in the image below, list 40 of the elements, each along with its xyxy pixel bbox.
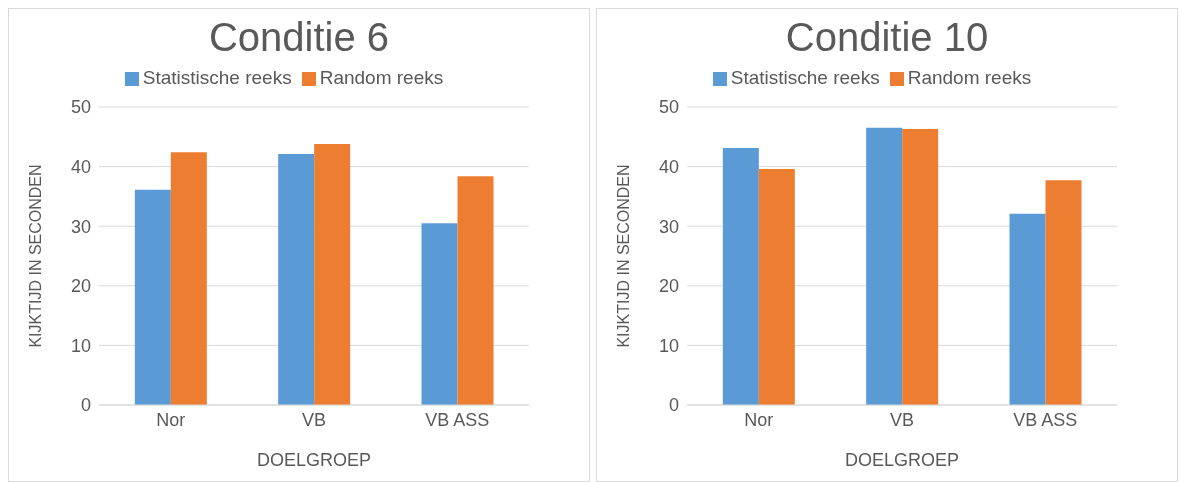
- bar: [314, 143, 351, 405]
- x-tick-label: VB ASS: [425, 409, 490, 430]
- y-tick-label: 0: [80, 395, 91, 416]
- x-tick-label: VB ASS: [1013, 409, 1078, 430]
- y-tick-label: 50: [658, 97, 679, 118]
- chart-title: Conditie 10: [784, 15, 990, 61]
- x-tick-label: Nor: [744, 409, 774, 430]
- bar: [421, 223, 458, 405]
- bar: [722, 148, 759, 405]
- y-tick-label: 10: [70, 335, 91, 356]
- legend-label: Statistische reeks: [730, 67, 880, 88]
- bar: [1009, 213, 1046, 405]
- y-tick-label: 40: [658, 156, 679, 177]
- bar: [866, 127, 903, 405]
- bar: [1045, 180, 1082, 405]
- bar: [758, 168, 795, 405]
- bar: [170, 152, 207, 405]
- bar: [278, 154, 315, 405]
- y-tick-label: 50: [70, 97, 91, 118]
- y-tick-label: 0: [668, 395, 679, 416]
- x-axis-title: DOELGROEP: [844, 449, 960, 470]
- bar: [457, 176, 494, 405]
- y-tick-label: 40: [70, 156, 91, 177]
- y-tick-label: 20: [70, 276, 91, 297]
- x-tick-label: VB: [889, 409, 915, 430]
- chart-title: Conditie 6: [207, 15, 391, 61]
- bar: [134, 189, 171, 405]
- x-tick-label: Nor: [156, 409, 186, 430]
- legend-label: Random reeks: [907, 67, 1032, 88]
- bar: [902, 129, 939, 405]
- y-tick-label: 30: [70, 216, 91, 237]
- y-axis-title: KIJKTIJD IN SECONDEN: [26, 164, 44, 348]
- legend-label: Random reeks: [319, 67, 444, 88]
- x-tick-label: VB: [301, 409, 327, 430]
- legend-label: Statistische reeks: [142, 67, 292, 88]
- y-tick-label: 10: [658, 335, 679, 356]
- y-tick-label: 20: [658, 276, 679, 297]
- y-axis-title: KIJKTIJD IN SECONDEN: [614, 164, 632, 348]
- y-tick-label: 30: [658, 216, 679, 237]
- x-axis-title: DOELGROEP: [256, 449, 372, 470]
